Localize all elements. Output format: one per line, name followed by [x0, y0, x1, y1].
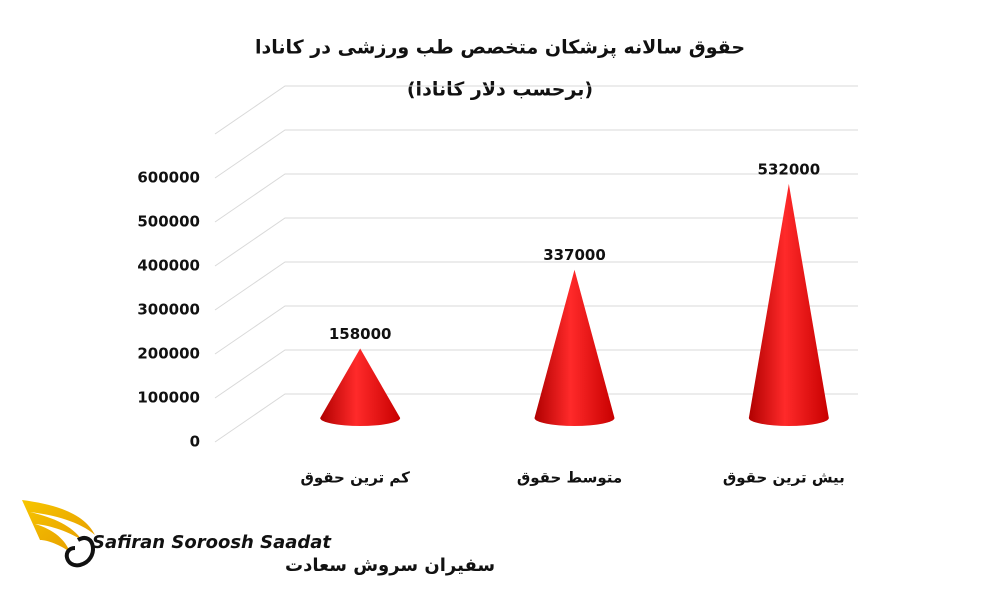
chart-subtitle: (برحسب دلار کانادا) [407, 79, 593, 101]
logo-text-fa: سفیران سروش سعادت [285, 555, 495, 576]
y-tick-label: 300000 [137, 301, 200, 319]
y-tick-label: 500000 [137, 213, 200, 231]
grid-line [214, 173, 858, 223]
grid-line [214, 261, 858, 311]
y-tick-label: 0 [190, 433, 200, 451]
cone [320, 348, 401, 426]
cone [748, 183, 829, 426]
x-tick-label: متوسط حقوق [517, 469, 622, 487]
grid-line [214, 349, 858, 399]
grid-line [214, 217, 858, 267]
y-tick-label: 200000 [137, 345, 200, 363]
y-tick-label: 400000 [137, 257, 200, 275]
grid-line [214, 305, 858, 355]
logo-swan [64, 536, 95, 568]
cone [534, 269, 615, 426]
value-label: 337000 [543, 246, 606, 264]
grid-line [214, 129, 858, 179]
logo-text: Safiran Soroosh Saadat [92, 532, 332, 553]
y-tick-label: 600000 [137, 169, 200, 187]
chart-title: حقوق سالانه پزشکان متخصص طب ورزشی در کان… [255, 37, 745, 59]
logo-wing [22, 500, 95, 552]
value-label: 532000 [758, 160, 821, 178]
grid-line [214, 85, 858, 135]
x-tick-label: بیش ترین حقوق [723, 469, 845, 487]
x-tick-label: کم ترین حقوق [300, 469, 410, 487]
grid-line [214, 393, 858, 443]
value-label: 158000 [329, 325, 392, 343]
logo: Safiran Soroosh Saadat سفیران سروش سعادت [22, 500, 495, 576]
y-tick-label: 100000 [137, 389, 200, 407]
